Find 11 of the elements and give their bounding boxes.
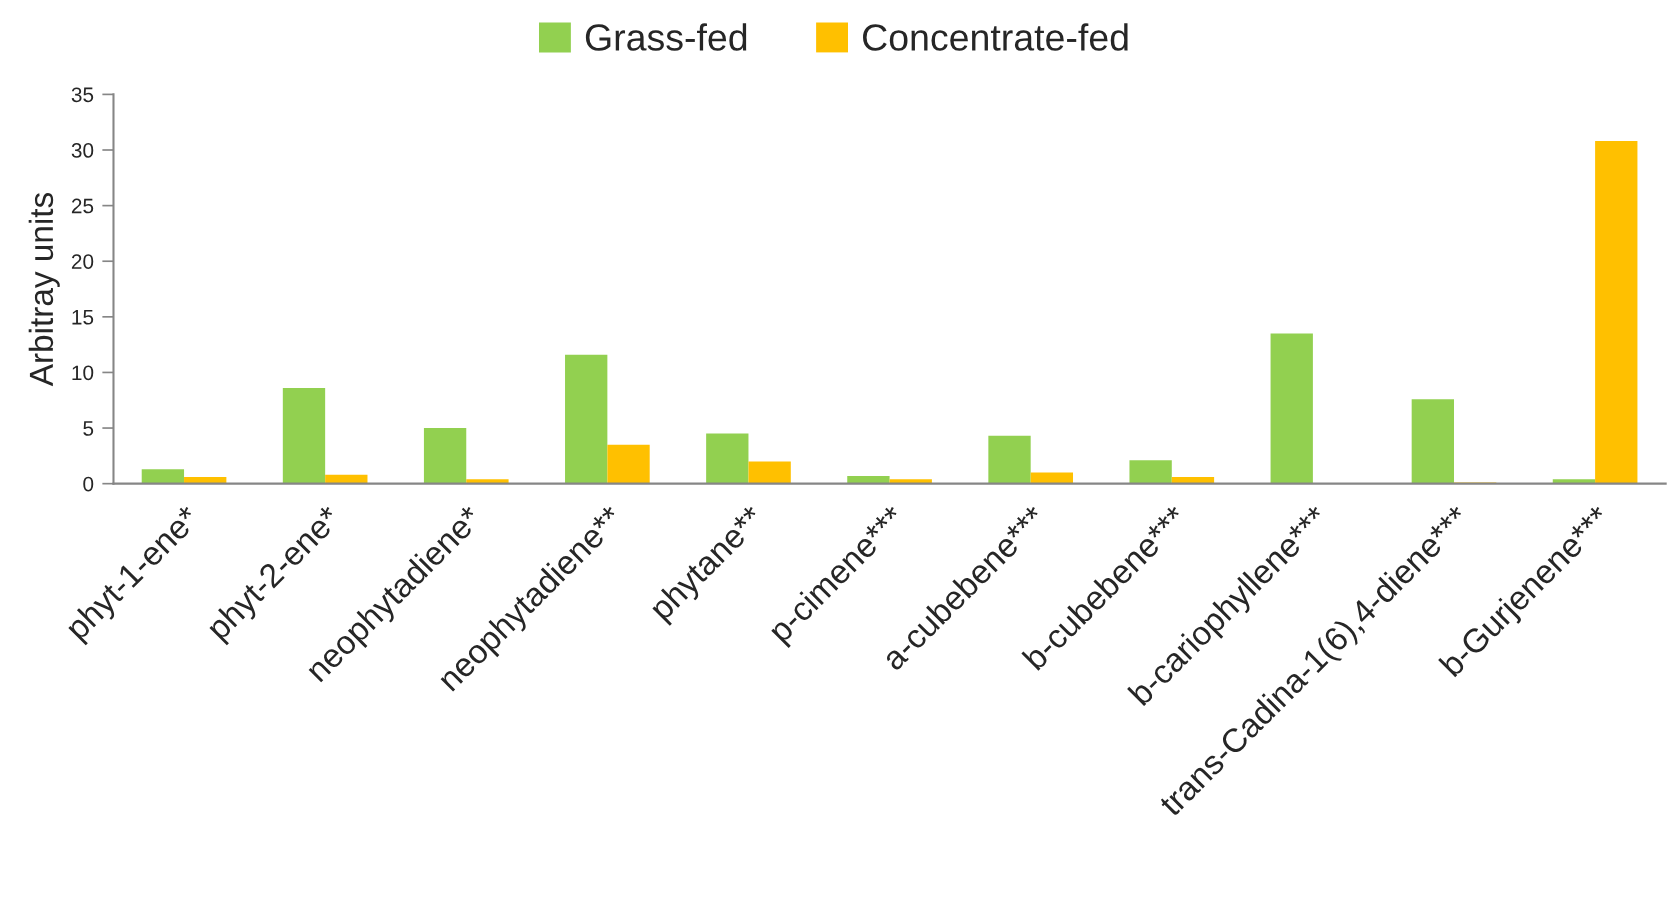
y-tick-label: 5 <box>83 421 94 436</box>
y-tick-label: 0 <box>83 476 94 492</box>
y-tick-label: 30 <box>71 143 94 158</box>
y-tick-label: 20 <box>71 254 94 269</box>
legend-label: Grass-fed <box>585 23 747 51</box>
y-axis-title: Arbitray units <box>28 192 60 387</box>
y-tick-label: 10 <box>72 365 94 381</box>
y-tick-label: 35 <box>71 87 94 103</box>
y-tick-label: 25 <box>71 198 94 214</box>
legend-label: Concentrate-fed <box>863 23 1128 51</box>
y-tick-label: 15 <box>72 310 94 325</box>
